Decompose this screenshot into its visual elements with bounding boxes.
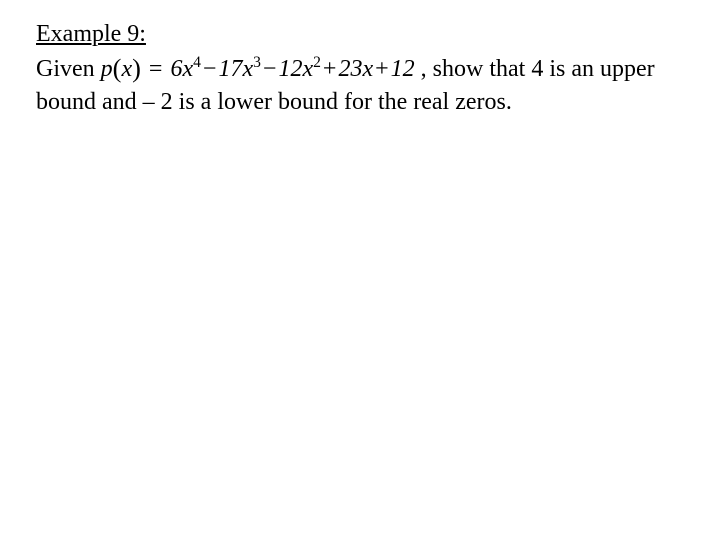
t1v: x bbox=[242, 56, 253, 82]
fn-name: p bbox=[101, 56, 113, 82]
t3c: 23 bbox=[338, 56, 362, 82]
lead-text: Given bbox=[36, 56, 101, 82]
t2e: 2 bbox=[313, 54, 321, 71]
t3s: + bbox=[321, 56, 339, 82]
t2c: 12 bbox=[278, 56, 302, 82]
t2s: − bbox=[261, 56, 279, 82]
t0c: 6 bbox=[170, 56, 182, 82]
t0e: 4 bbox=[193, 54, 201, 71]
example-heading: Example 9: bbox=[36, 21, 146, 47]
t4c: 12 bbox=[391, 56, 415, 82]
close-paren: ) bbox=[132, 53, 141, 83]
example-block: Example 9: Given p(x) = 6x4−17x3−12x2+23… bbox=[36, 18, 684, 118]
polynomial-formula: p(x) = 6x4−17x3−12x2+23x+12 bbox=[101, 56, 415, 82]
t1e: 3 bbox=[253, 54, 261, 71]
t2v: x bbox=[302, 56, 313, 82]
t0v: x bbox=[182, 56, 193, 82]
t1s: − bbox=[201, 56, 219, 82]
t1c: 17 bbox=[218, 56, 242, 82]
equals-sign: = bbox=[141, 56, 171, 82]
t3v: x bbox=[362, 56, 373, 82]
t4s: + bbox=[373, 56, 391, 82]
open-paren: ( bbox=[113, 53, 122, 83]
fn-arg: x bbox=[121, 56, 132, 82]
